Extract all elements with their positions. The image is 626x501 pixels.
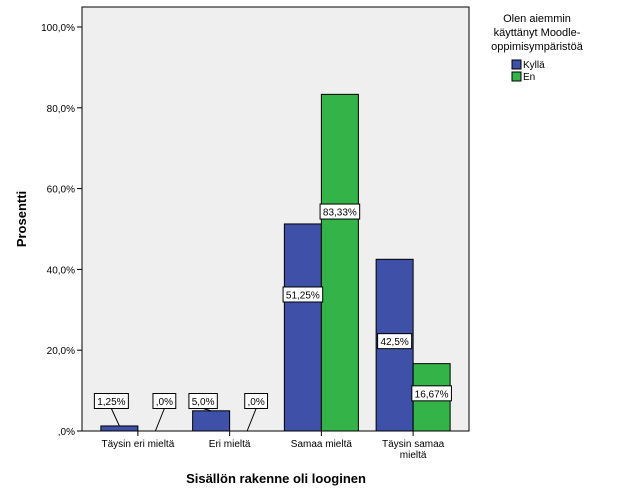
svg-text:1,25%: 1,25% bbox=[97, 397, 125, 408]
svg-text:42,5%: 42,5% bbox=[380, 337, 408, 348]
legend-label-kyllä: Kyllä bbox=[523, 60, 545, 71]
y-tick-label: 20,0% bbox=[47, 346, 75, 357]
x-tick-label: mieltä bbox=[400, 450, 427, 461]
x-tick-label: Täysin samaa bbox=[382, 439, 445, 450]
data-label: ,0% bbox=[152, 393, 177, 432]
legend: Olen aiemmin käyttänyt Moodle-oppimisympä… bbox=[491, 13, 584, 83]
svg-text:16,67%: 16,67% bbox=[415, 389, 449, 400]
data-label: 83,33% bbox=[319, 203, 361, 220]
y-tick-label: 40,0% bbox=[47, 265, 75, 276]
legend-title: käyttänyt Moodle- bbox=[494, 27, 581, 39]
legend-label-en: En bbox=[523, 72, 535, 83]
x-tick-label: Samaa mieltä bbox=[291, 439, 353, 450]
legend-title: Olen aiemmin bbox=[503, 13, 571, 25]
svg-text:,0%: ,0% bbox=[248, 397, 265, 408]
y-axis: ,0% 20,0% 40,0% 60,0% 80,0% 100,0% bbox=[41, 23, 82, 438]
y-axis-title: Prosentti bbox=[14, 191, 29, 247]
legend-swatch-en bbox=[511, 71, 522, 82]
y-tick-label: 80,0% bbox=[47, 104, 75, 115]
bar-en-2 bbox=[320, 93, 359, 432]
data-label: 5,0% bbox=[188, 393, 218, 412]
data-label: 42,5% bbox=[377, 333, 413, 350]
svg-text:5,0%: 5,0% bbox=[192, 397, 215, 408]
svg-text:51,25%: 51,25% bbox=[286, 290, 320, 301]
x-tick-label: Täysin eri mieltä bbox=[101, 439, 174, 450]
bar-kyllä-1 bbox=[192, 410, 231, 432]
data-label: 51,25% bbox=[282, 286, 324, 303]
legend-swatch-kyllä bbox=[511, 59, 522, 70]
data-label: ,0% bbox=[244, 393, 269, 432]
svg-text:,0%: ,0% bbox=[156, 397, 173, 408]
y-tick-label: ,0% bbox=[58, 427, 75, 438]
bar-kyllä-0 bbox=[100, 425, 139, 432]
y-tick-label: 60,0% bbox=[47, 185, 75, 196]
x-axis-title: Sisällön rakenne oli looginen bbox=[186, 471, 366, 486]
data-label: 1,25% bbox=[93, 393, 129, 427]
data-label: 16,67% bbox=[411, 385, 452, 402]
x-tick-label: Eri mieltä bbox=[209, 439, 251, 450]
data-labels: 1,25% ,0% 5,0% ,0% 51,25% 83,33% 42,5% 16,67% bbox=[93, 203, 452, 432]
x-axis: Täysin eri mieltä Eri mieltä Samaa mieltä T… bbox=[101, 431, 445, 461]
svg-text:83,33%: 83,33% bbox=[323, 208, 357, 219]
legend-title: oppimisympäristöä bbox=[491, 41, 584, 53]
bar-kyllä-2 bbox=[283, 223, 322, 432]
y-tick-label: 100,0% bbox=[41, 23, 75, 34]
